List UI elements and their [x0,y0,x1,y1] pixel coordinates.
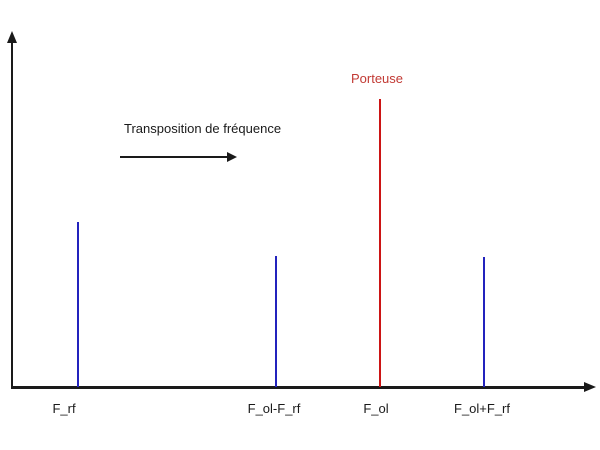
spectral-line-f-ol-minus-f-rf [275,256,277,387]
spectral-line-f-rf [77,222,79,387]
tick-label-f-ol: F_ol [363,401,389,416]
y-axis-arrowhead-icon [7,31,17,43]
x-axis [11,386,584,389]
x-axis-arrowhead-icon [584,382,596,392]
tick-label-f-ol-plus-f-rf: F_ol+F_rf [454,401,510,416]
transposition-annotation: Transposition de fréquence [124,121,282,136]
y-axis [11,38,13,388]
spectral-line-f-ol-plus-f-rf [483,257,485,387]
carrier-label: Porteuse [350,71,404,86]
carrier-line-f-ol [379,99,381,387]
tick-label-f-ol-minus-f-rf: F_ol-F_rf [247,401,301,416]
transposition-arrow [120,156,227,158]
transposition-arrowhead-icon [227,152,237,162]
tick-label-f-rf: F_rf [52,401,76,416]
